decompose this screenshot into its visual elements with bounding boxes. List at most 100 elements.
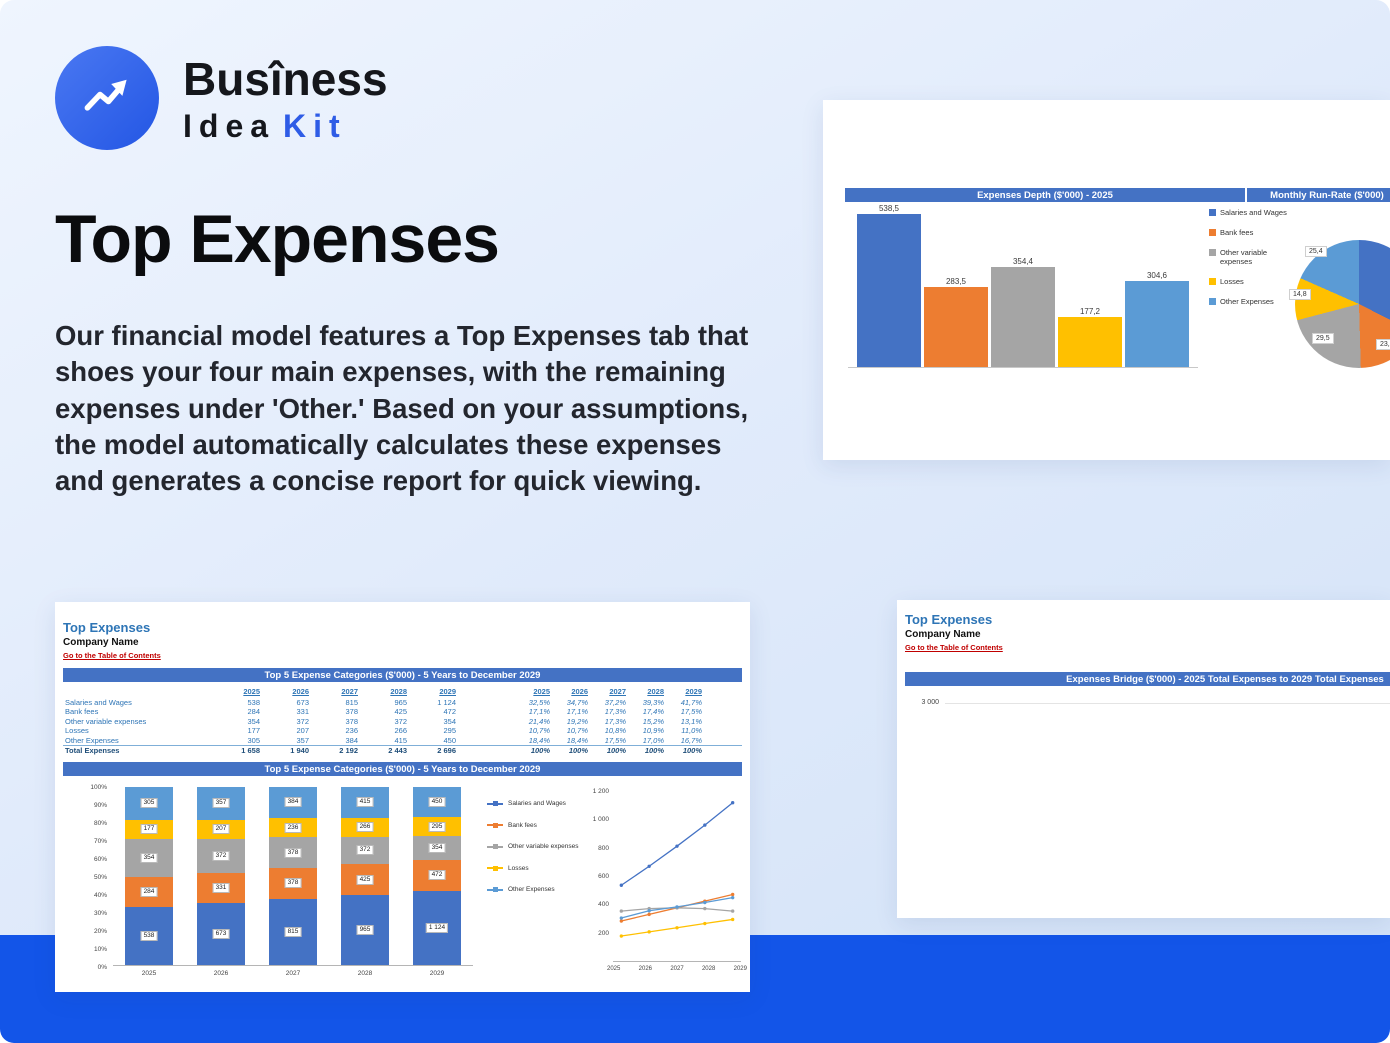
bar-column: 283,5 [924,277,988,367]
table-cell [456,726,512,736]
legend-marker-dot [492,865,498,871]
segment-value-label: 965 [356,925,374,935]
y-tick-label: 50% [93,874,107,881]
y-tick-label: 400 [598,901,609,909]
table-year-row: 2025 2026 2027 2028 2029 2025 2026 2027 2028 2029 [63,687,742,697]
value-cell: 965 [394,697,407,707]
x-tick-label: 2029 [733,966,747,972]
year-header-cell: 2029 [439,687,456,696]
line-marker [619,916,624,920]
percent-cell: 17,4% [642,707,664,716]
stacked-segment: 1 124 [413,890,461,965]
line-marker [675,905,679,909]
legend-swatch [1209,229,1216,236]
stacked-segment: 354 [125,838,173,877]
legend-marker [487,887,503,893]
stacked-segment: 354 [413,836,461,860]
line-marker [703,823,707,827]
stacked-segment: 538 [125,907,173,965]
toc-link[interactable]: Go to the Table of Contents [905,643,1003,652]
percent-cell: 10,9% [642,726,664,735]
percent-cell: 16,7% [680,735,702,745]
line-marker [730,801,735,805]
legend-item: Losses [487,865,589,873]
legend-label: Other variable expenses [1220,248,1268,266]
percent-cell: 17,0% [642,735,664,745]
page-title: Top Expenses [55,201,500,277]
line-x-axis: 2025 2026 2027 2028 2029 [607,966,747,972]
bar-value-label: 304,6 [1146,270,1168,280]
stacked-segment: 372 [197,838,245,873]
value-cell: 472 [443,707,456,716]
percent-cell: 18,4% [566,735,588,745]
stacked-segment: 266 [341,817,389,837]
segment-value-label: 378 [284,878,302,889]
pie-data-label: 29,5 [1312,333,1334,344]
brand-name: Busîness [183,52,388,105]
value-cell: 357 [296,735,309,745]
year-header-cell: 2028 [390,687,407,696]
brand-subname: Idea Kit [183,108,388,145]
segment-value-label: 354 [428,843,446,854]
y-tick-label: 70% [93,838,107,845]
segment-value-label: 284 [140,886,158,897]
company-name: Company Name [905,629,981,640]
bar-value-label: 283,5 [945,276,967,286]
y-tick-label: 40% [93,892,107,899]
segment-value-label: 177 [140,824,158,835]
row-label: Total Expenses [65,746,120,755]
stacked-segment: 284 [125,876,173,908]
runrate-chart-title: Monthly Run-Rate ($'000) [1270,189,1384,201]
percent-cell: 17,3% [604,707,626,716]
stacked-bar: 1 124 472 354 295 450 [413,787,461,965]
stacked-segment: 295 [413,816,461,837]
x-tick-label: 2029 [429,970,445,977]
legend-label: Losses [1220,277,1244,286]
y-tick-label: 30% [93,910,107,917]
pie-data-label: 14,8 [1289,289,1311,300]
segment-value-label: 815 [284,926,302,937]
line-marker [730,892,735,897]
bar-column: 538,5 [857,204,921,367]
table-row: Bank fees 284 331 378 425 472 17,1% 17,1% 17,3% 1… [63,707,742,717]
toc-link[interactable]: Go to the Table of Contents [63,651,161,660]
percent-cell: 37,2% [604,697,626,707]
stacked-segment: 815 [269,898,317,965]
segment-value-label: 207 [212,824,230,835]
segment-value-label: 384 [284,797,302,808]
percent-cell: 17,1% [566,707,588,716]
segment-value-label: 331 [212,883,230,893]
segment-value-label: 415 [356,797,374,808]
table-row: Other variable expenses 354 372 378 372 354 21… [63,717,742,727]
table-row: Other Expenses 305 357 384 415 450 18,4% 18,4% 1… [63,736,742,746]
percent-cell: 13,1% [680,716,702,726]
line-marker [703,900,707,905]
row-label: Other Expenses [65,735,119,745]
stacked-segment: 378 [269,868,317,899]
x-tick-label: 2027 [670,966,684,972]
value-cell: 372 [394,716,407,726]
stacked-segment: 177 [125,819,173,839]
y-tick-label: 1 000 [592,816,609,824]
logo [55,46,159,150]
pie-data-label: 23,6 [1376,339,1390,350]
stacked-bar: 673 331 372 207 357 [197,786,245,965]
segment-value-label: 538 [140,931,158,942]
legend-marker-dot [492,844,498,850]
line-series [620,802,734,886]
brand-sub-accent: Kit [283,107,347,144]
bar-column: 354,4 [991,257,1055,367]
stacked-segment: 384 [269,786,317,819]
line-marker [647,930,651,934]
stacked-segment: 673 [197,903,245,965]
segment-value-label: 450 [428,796,446,807]
percent-cell: 32,5% [528,697,550,707]
line-marker [703,906,707,911]
legend-label: Other Expenses [508,886,555,893]
table-row: Salaries and Wages 538 673 815 965 1 124 32,5%… [63,698,742,708]
segment-value-label: 357 [212,798,230,809]
value-cell: 284 [247,707,260,716]
depth-bar-plot: 538,5 283,5 354,4 177,2 304,6 [848,198,1198,368]
sheet-title: Top Expenses [63,620,151,635]
x-tick-label: 2028 [357,970,373,977]
